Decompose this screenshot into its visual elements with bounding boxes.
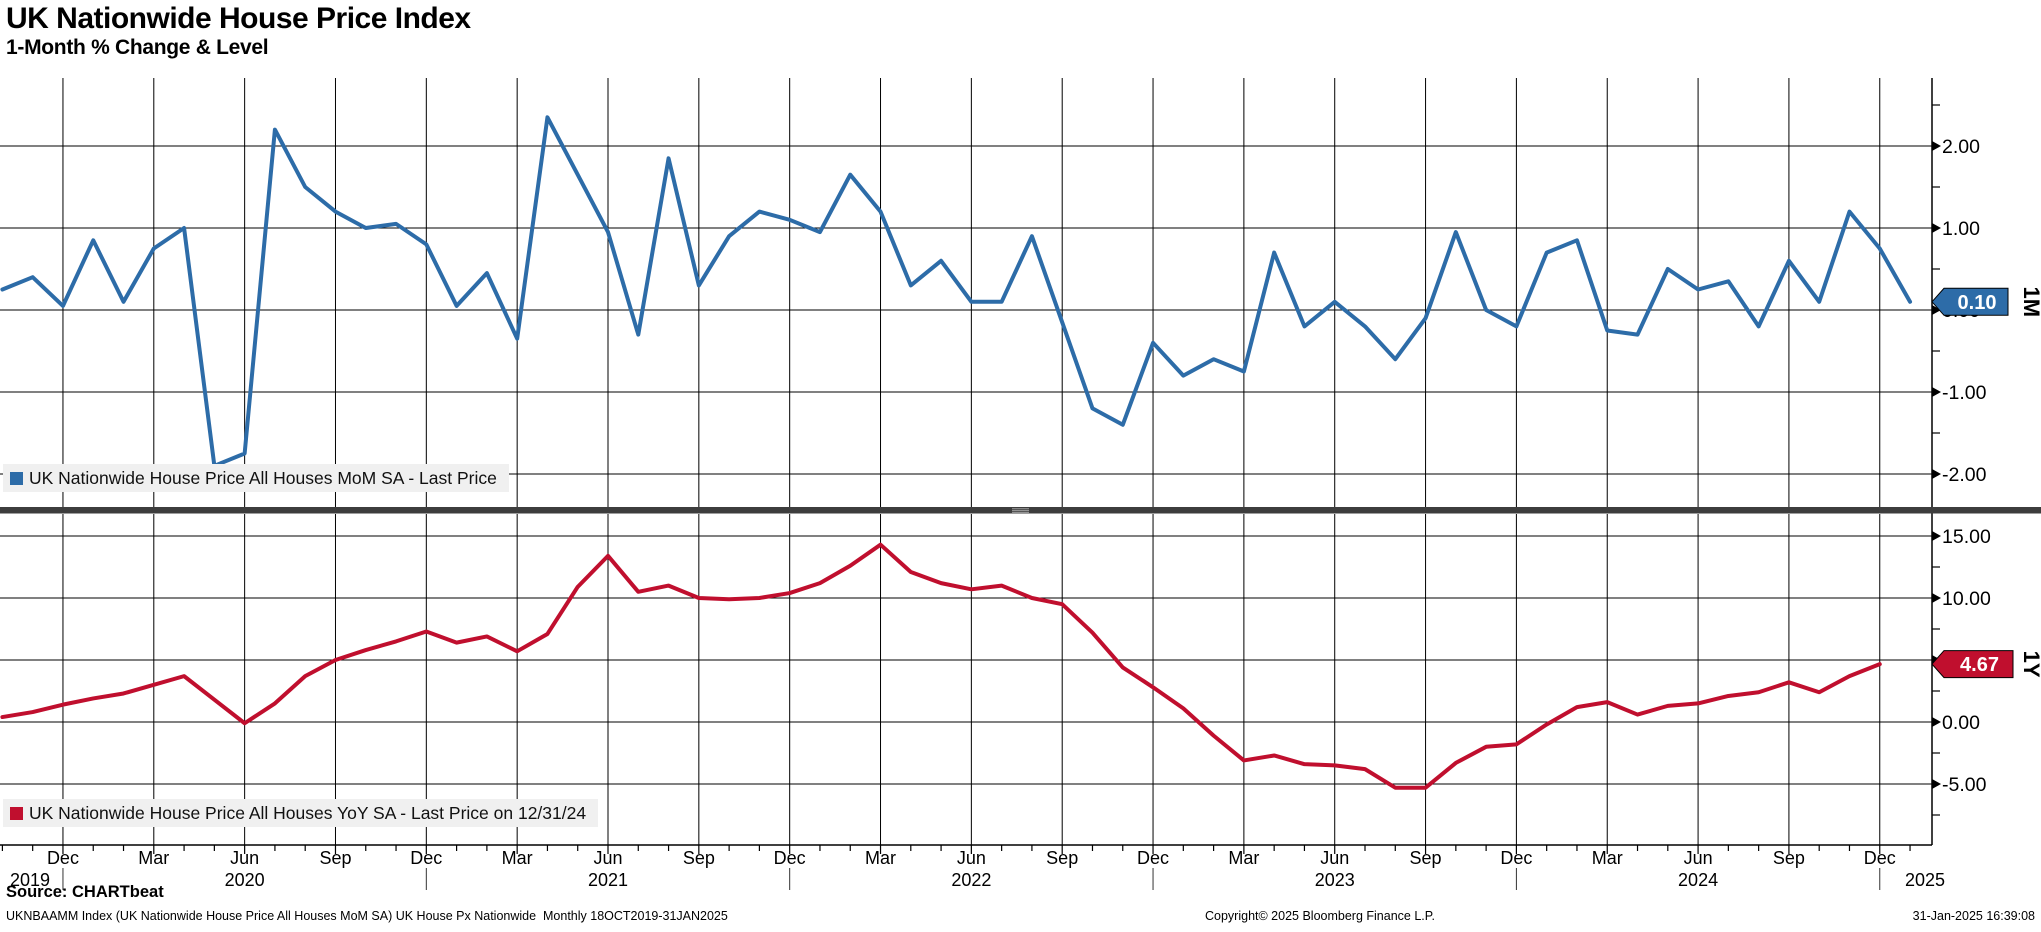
x-axis-month-label: Mar bbox=[138, 848, 169, 868]
x-axis-year-label: 2025 bbox=[1905, 870, 1945, 890]
axis-arrow-icon bbox=[1932, 387, 1941, 397]
last-price-tag-label: 4.67 bbox=[1960, 654, 1999, 676]
y-axis-label: -1.00 bbox=[1942, 382, 1987, 404]
x-axis-month-label: Jun bbox=[230, 848, 259, 868]
y-axis-label: -2.00 bbox=[1942, 464, 1987, 486]
page-title: UK Nationwide House Price Index bbox=[6, 2, 471, 35]
x-axis-month-label: Dec bbox=[47, 848, 79, 868]
axis-unit-label: 1M bbox=[2019, 287, 2041, 318]
axis-arrow-icon bbox=[1932, 141, 1941, 151]
x-axis-month-label: Sep bbox=[1046, 848, 1078, 868]
x-axis-month-label: Mar bbox=[1228, 848, 1259, 868]
axis-arrow-icon bbox=[1932, 305, 1941, 315]
y-axis-label: 0.00 bbox=[1942, 712, 1980, 734]
x-axis-year-label: 2024 bbox=[1678, 870, 1718, 890]
axis-arrow-icon bbox=[1932, 531, 1941, 541]
axis-arrow-icon bbox=[1932, 717, 1941, 727]
y-axis-label: 15.00 bbox=[1942, 526, 1991, 548]
axis-arrow-icon bbox=[1932, 779, 1941, 789]
x-axis-month-label: Dec bbox=[410, 848, 442, 868]
x-axis-month-label: Mar bbox=[865, 848, 896, 868]
last-price-tag bbox=[1931, 287, 2009, 316]
x-axis-month-label: Dec bbox=[1864, 848, 1896, 868]
x-axis-year-label: 2023 bbox=[1315, 870, 1355, 890]
x-axis-month-label: Jun bbox=[1684, 848, 1713, 868]
legend-yoy-label: UK Nationwide House Price All Houses YoY… bbox=[29, 802, 587, 823]
x-axis-month-label: Jun bbox=[957, 848, 986, 868]
series-line-mom bbox=[0, 115, 1913, 468]
x-axis-year-label: 2022 bbox=[951, 870, 991, 890]
x-axis-month-label: Sep bbox=[1773, 848, 1805, 868]
last-price-tag-label: 0.10 bbox=[1958, 292, 1997, 314]
x-axis-month-label: Sep bbox=[1410, 848, 1442, 868]
x-axis-month-label: Jun bbox=[593, 848, 622, 868]
x-axis-year-label: 2020 bbox=[225, 870, 265, 890]
x-axis-month-label: Dec bbox=[1500, 848, 1532, 868]
axis-arrow-icon bbox=[1932, 593, 1941, 603]
legend-mom[interactable]: UK Nationwide House Price All Houses MoM… bbox=[3, 464, 509, 492]
x-axis-month-label: Mar bbox=[502, 848, 533, 868]
series-line-yoy bbox=[0, 542, 1882, 790]
source-line: Source: CHARTbeat bbox=[6, 883, 164, 901]
page-subtitle: 1-Month % Change & Level bbox=[6, 36, 269, 59]
last-price-tag bbox=[1931, 650, 2014, 679]
y-axis-label: -5.00 bbox=[1942, 774, 1987, 796]
x-axis-year-label: 2019 bbox=[10, 870, 50, 890]
x-axis-month-label: Dec bbox=[774, 848, 806, 868]
axis-unit-label: 1Y bbox=[2019, 651, 2041, 678]
yoy-series-swatch-icon bbox=[10, 806, 23, 820]
x-axis-month-label: Dec bbox=[1137, 848, 1169, 868]
axis-arrow-icon bbox=[1932, 469, 1941, 479]
x-axis-month-label: Sep bbox=[319, 848, 351, 868]
x-axis-month-label: Sep bbox=[683, 848, 715, 868]
y-axis-label: 10.00 bbox=[1942, 588, 1991, 610]
footer-timestamp: 31-Jan-2025 16:39:08 bbox=[1912, 909, 2035, 923]
mom-series-swatch-icon bbox=[10, 471, 23, 485]
x-axis-month-label: Jun bbox=[1320, 848, 1349, 868]
x-axis-month-label: Mar bbox=[1592, 848, 1623, 868]
x-axis-year-label: 2021 bbox=[588, 870, 628, 890]
axis-arrow-icon bbox=[1932, 223, 1941, 233]
footer-ticker-info: UKNBAAMM Index (UK Nationwide House Pric… bbox=[6, 909, 728, 923]
legend-yoy[interactable]: UK Nationwide House Price All Houses YoY… bbox=[3, 799, 599, 827]
footer-copyright: Copyright© 2025 Bloomberg Finance L.P. bbox=[1205, 909, 1435, 923]
y-axis-label: 2.00 bbox=[1942, 136, 1980, 158]
y-axis-label: 1.00 bbox=[1942, 218, 1980, 240]
legend-mom-label: UK Nationwide House Price All Houses MoM… bbox=[29, 467, 497, 488]
